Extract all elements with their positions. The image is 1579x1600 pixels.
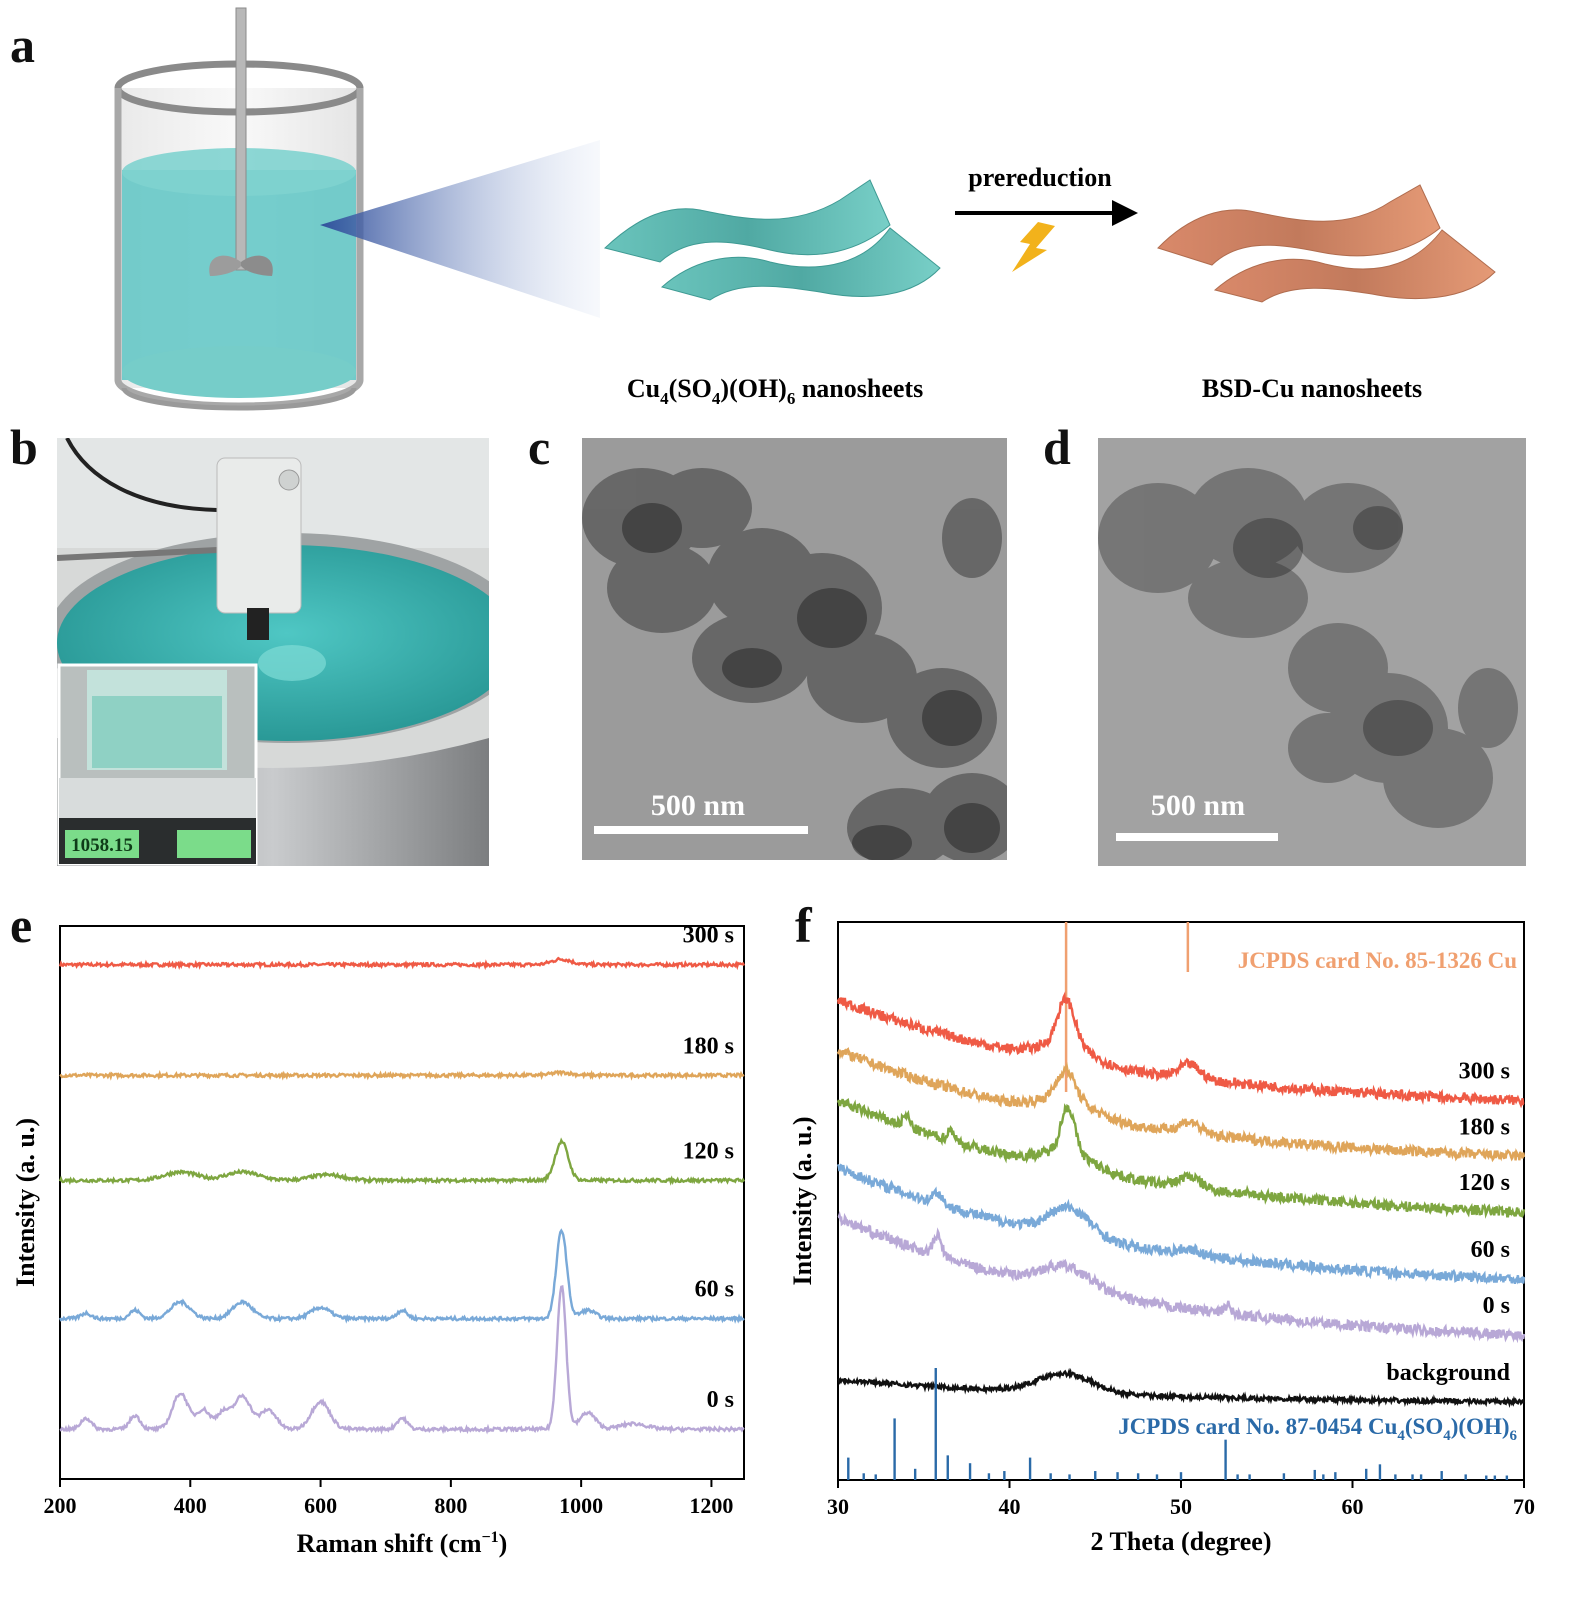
zoom-beam: [320, 140, 600, 318]
series-line-s300: [836, 991, 1525, 1109]
series-line-s60: [58, 1228, 745, 1324]
series-line-s180: [59, 1069, 745, 1081]
bsd-cu-nanosheets-icon: [1157, 184, 1496, 303]
series-label-s120: 120 s: [683, 1138, 734, 1164]
inset-balance-photo: 1058.15: [57, 663, 258, 866]
x-tick-label: 1000: [559, 1493, 603, 1518]
panel-letter-c: c: [528, 419, 551, 475]
series-line-s120: [58, 1137, 746, 1186]
scale-bar: [1116, 833, 1278, 841]
x-axis-label: Raman shift (cm−1): [297, 1529, 508, 1558]
x-axis-label: 2 Theta (degree): [1091, 1527, 1272, 1556]
balance-display: [65, 830, 139, 858]
svg-text:1058.15: 1058.15: [71, 835, 133, 856]
series-line-s120: [836, 1097, 1526, 1219]
series-label-s180: 180 s: [1459, 1114, 1510, 1140]
series-label-s0: 0 s: [1483, 1293, 1510, 1319]
series-label-s120: 120 s: [1459, 1170, 1510, 1196]
series-label-s300: 300 s: [683, 923, 734, 949]
panel-b-photo: 1058.15: [57, 438, 489, 866]
series-label-s60: 60 s: [1471, 1237, 1510, 1263]
x-tick-label: 40: [999, 1494, 1021, 1519]
x-tick-label: 200: [44, 1493, 77, 1518]
series-label-s60: 60 s: [695, 1277, 734, 1303]
lightning-icon: [1012, 222, 1055, 272]
series-label-s300: 300 s: [1459, 1059, 1510, 1085]
cu4so4oh6-nanosheets-icon: [603, 179, 941, 301]
scale-bar-label: 500 nm: [1151, 789, 1245, 822]
panel-letter-b: b: [10, 419, 38, 475]
x-tick-label: 30: [827, 1494, 849, 1519]
series-label-s0: 0 s: [707, 1387, 734, 1413]
panel-a-schematic: prereduction Cu4(SO4)(OH)6 nanosheets BS…: [114, 7, 1496, 411]
x-tick-label: 600: [304, 1493, 337, 1518]
x-tick-label: 50: [1170, 1494, 1192, 1519]
panel-c-tem-image: 500 nm: [582, 438, 1007, 860]
plot-frame: [59, 925, 745, 1480]
raman-chart: 200 400 600 800 1000 1200 Raman shift (cm−1) In…: [11, 923, 746, 1558]
panel-letter-d: d: [1043, 419, 1071, 475]
scale-bar-label: 500 nm: [651, 789, 745, 822]
series-line-s0: [59, 1284, 745, 1435]
y-axis-label: Intensity (a. u.): [11, 1118, 40, 1287]
scale-bar: [594, 826, 808, 834]
arrow-label: prereduction: [968, 163, 1112, 192]
xrd-chart: 30 40 50 60 70 2 Theta (degree) Intensity (a. …: [788, 921, 1535, 1556]
panel-letter-a: a: [10, 17, 35, 73]
x-tick-label: 1200: [689, 1493, 733, 1518]
series-line-s60: [836, 1163, 1526, 1285]
ref-label-cu4so4oh6: JCPDS card No. 87-0454 Cu4(SO4)(OH)6: [1118, 1414, 1517, 1444]
y-axis-label: Intensity (a. u.): [788, 1116, 817, 1285]
series-line-background: [837, 1367, 1526, 1408]
panel-letter-e: e: [10, 897, 33, 953]
stirrer-icon: [209, 7, 273, 276]
label-cu4so4oh6-nanosheets: Cu4(SO4)(OH)6 nanosheets: [627, 374, 923, 408]
x-tick-label: 800: [434, 1493, 467, 1518]
x-tick-label: 400: [174, 1493, 207, 1518]
panel-letter-f: f: [795, 897, 812, 953]
label-bsd-cu-nanosheets: BSD-Cu nanosheets: [1202, 374, 1422, 403]
series-label-s180: 180 s: [683, 1033, 734, 1059]
panel-d-tem-image: 500 nm: [1098, 438, 1526, 866]
series-label-background: background: [1386, 1360, 1510, 1386]
series-line-s0: [837, 1210, 1526, 1344]
series-line-s300: [58, 956, 746, 971]
series-line-s180: [836, 1047, 1526, 1163]
x-tick-label: 70: [1513, 1494, 1535, 1519]
x-tick-label: 60: [1342, 1494, 1364, 1519]
ref-label-cu: JCPDS card No. 85-1326 Cu: [1238, 948, 1517, 973]
